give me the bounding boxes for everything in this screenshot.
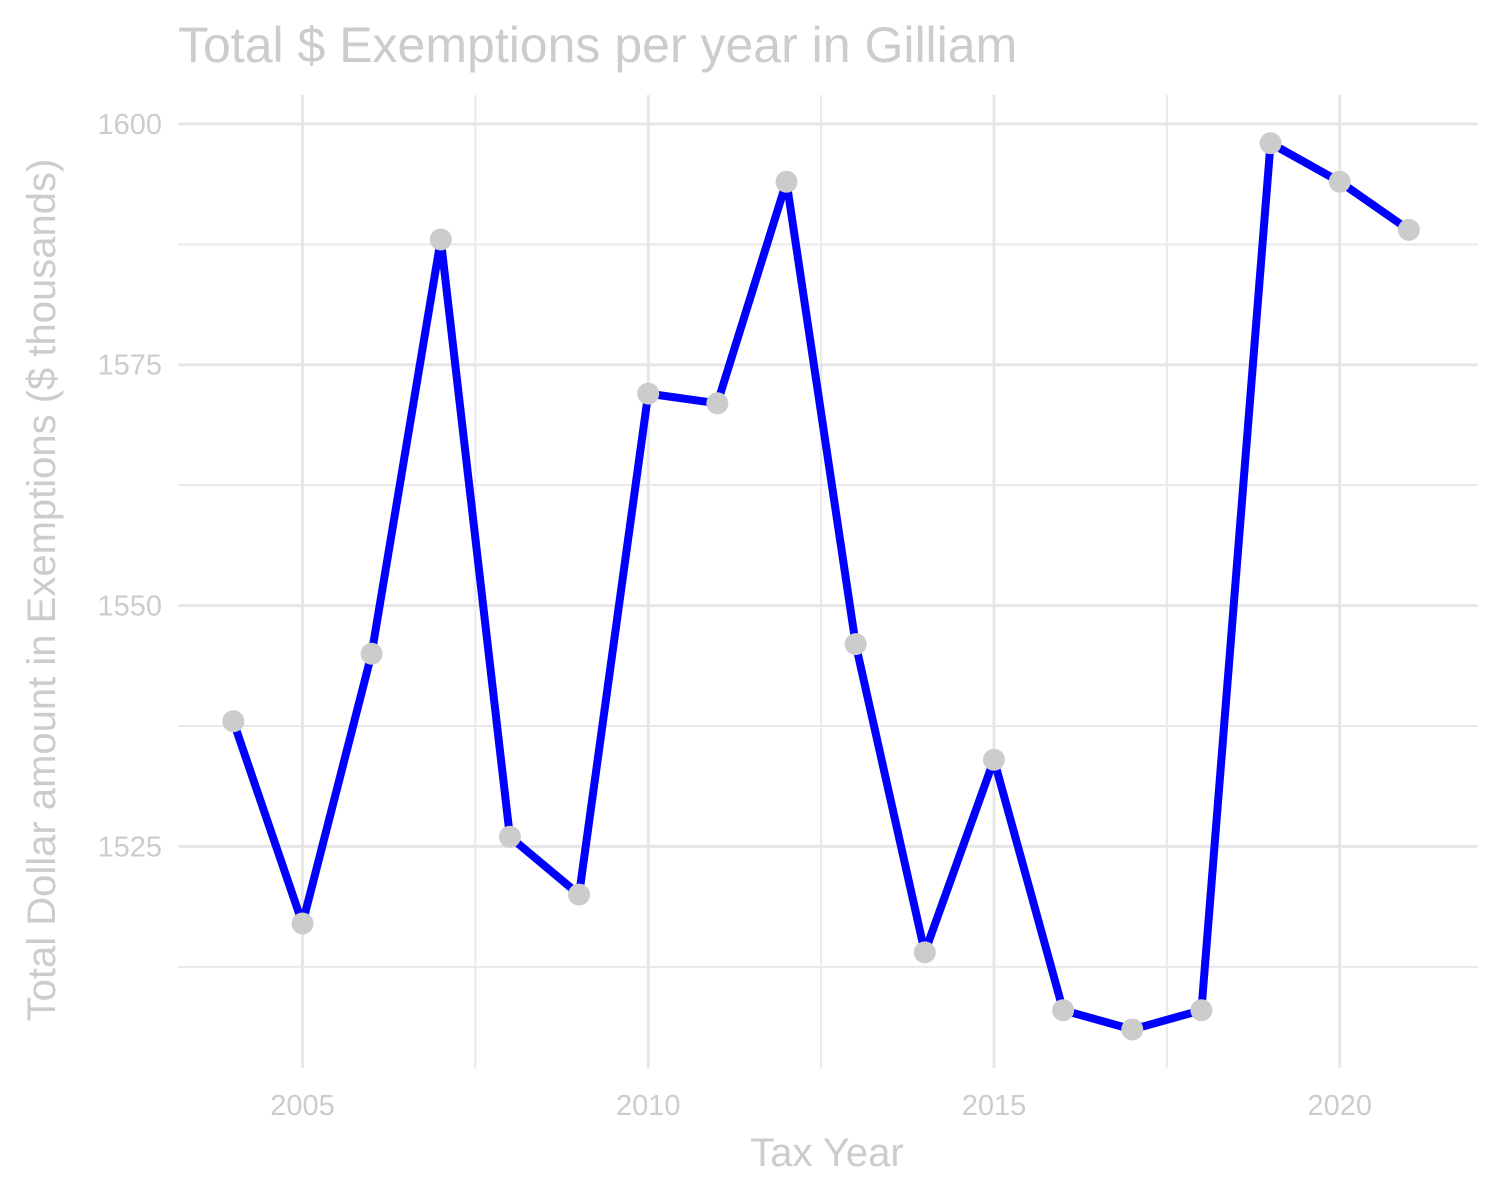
x-tick-label: 2020 bbox=[1307, 1090, 1372, 1122]
y-tick-label: 1575 bbox=[97, 350, 162, 382]
data-point bbox=[222, 710, 245, 733]
data-point bbox=[775, 170, 798, 193]
x-tick-labels: 2005 2010 2015 2020 bbox=[270, 1090, 1372, 1122]
data-point bbox=[360, 642, 383, 665]
x-tick-label: 2015 bbox=[962, 1090, 1027, 1122]
data-point bbox=[1190, 999, 1213, 1022]
x-tick-label: 2010 bbox=[616, 1090, 681, 1122]
data-point bbox=[429, 228, 452, 251]
y-tick-label: 1550 bbox=[97, 591, 162, 623]
series-points bbox=[222, 132, 1420, 1041]
y-axis-title: Total Dollar amount in Exemptions ($ tho… bbox=[20, 159, 64, 1022]
y-tick-label: 1525 bbox=[97, 831, 162, 863]
data-point bbox=[568, 883, 591, 906]
data-point bbox=[1328, 170, 1351, 193]
x-axis-title: Tax Year bbox=[750, 1131, 903, 1175]
data-point bbox=[913, 941, 936, 964]
y-tick-labels: 1525 1550 1575 1600 bbox=[97, 109, 162, 864]
data-point bbox=[291, 912, 314, 935]
data-point bbox=[1397, 218, 1420, 241]
data-point bbox=[637, 382, 660, 405]
data-point bbox=[1259, 132, 1282, 155]
data-point bbox=[1052, 999, 1075, 1022]
data-point bbox=[706, 392, 729, 415]
chart-title: Total $ Exemptions per year in Gilliam bbox=[178, 17, 1017, 73]
series-lines bbox=[229, 139, 1413, 1034]
minor-grid bbox=[178, 95, 1478, 1068]
major-grid bbox=[178, 95, 1478, 1068]
series-line bbox=[229, 139, 1413, 1034]
data-point bbox=[982, 748, 1005, 771]
data-point bbox=[498, 825, 521, 848]
x-tick-label: 2005 bbox=[270, 1090, 335, 1122]
data-point bbox=[1121, 1018, 1144, 1041]
y-tick-label: 1600 bbox=[97, 109, 162, 141]
data-point bbox=[844, 633, 867, 656]
